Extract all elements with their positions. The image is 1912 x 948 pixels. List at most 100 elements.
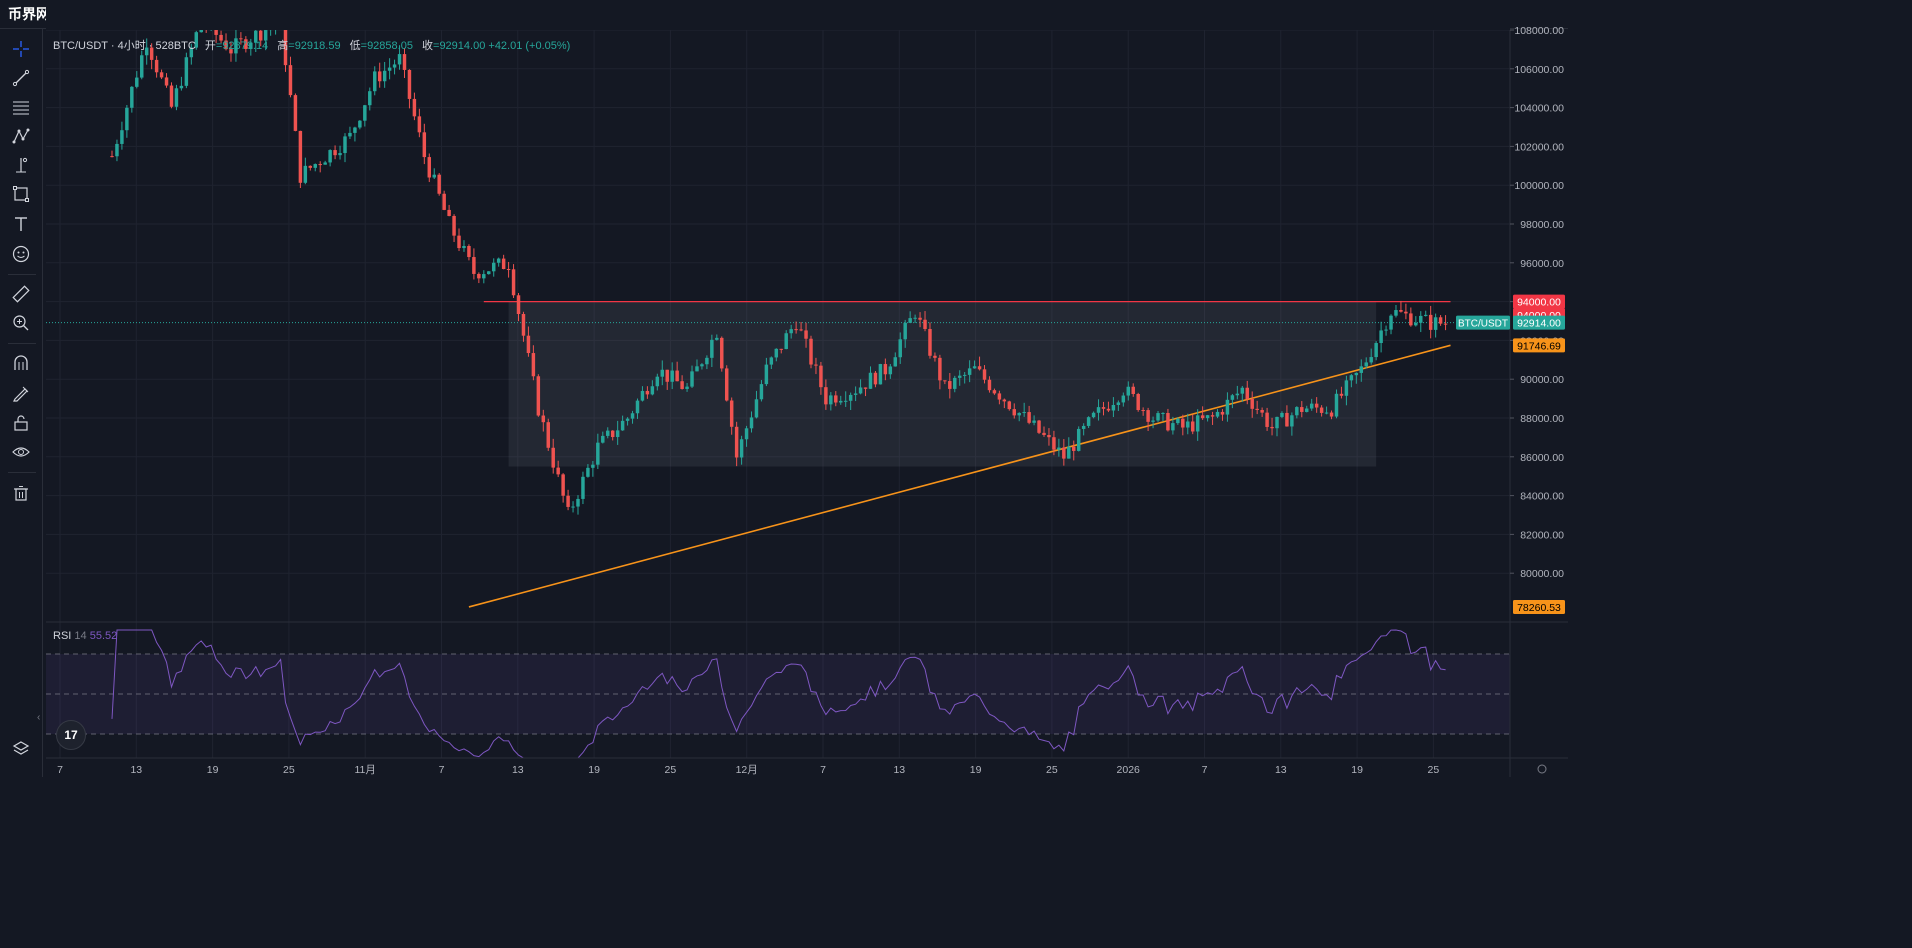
lock-draw-icon[interactable] [9, 381, 33, 405]
price-tick-label: 98000.00 [1520, 219, 1564, 231]
candle-body [754, 399, 759, 418]
candle-body [1354, 372, 1359, 376]
candle-body [457, 235, 461, 249]
candle-body [868, 372, 873, 389]
rsi-value-label-bg [1513, 675, 1547, 690]
candle-body [536, 376, 541, 416]
trend-line [468, 344, 1451, 608]
crosshair-icon[interactable] [9, 37, 33, 61]
candle-body [1314, 403, 1319, 408]
rsi-tick-label: 60.00 [1538, 669, 1564, 681]
candle-body [1067, 446, 1071, 459]
rectangle-icon[interactable] [9, 182, 33, 206]
interval-15m[interactable]: 15分钟 [284, 8, 323, 23]
interval-1d[interactable]: 1天 [422, 5, 467, 24]
drawing-toolbar [0, 29, 43, 777]
pattern-icon[interactable] [9, 124, 33, 148]
candle-body [749, 417, 754, 429]
candle-body [1032, 420, 1036, 423]
ruler-icon[interactable] [9, 282, 33, 306]
layers-icon[interactable] [9, 737, 33, 761]
candle-body [1364, 362, 1368, 367]
candle-body [933, 355, 937, 358]
interval-1h[interactable]: 1小时 [336, 8, 369, 23]
candle-body [1037, 420, 1041, 433]
settings-icon[interactable] [557, 0, 593, 28]
rsi-tick-label: 80.00 [1538, 629, 1564, 641]
measure-icon[interactable] [9, 153, 33, 177]
candle-body [863, 387, 868, 389]
candle-body [1042, 432, 1046, 436]
candle-body [373, 71, 377, 92]
indicators-button[interactable]: 指标 [472, 0, 523, 28]
symbol-selector[interactable]: BTCUSDT [59, 0, 151, 28]
brand-logo[interactable]: 币界网 [0, 0, 59, 28]
interval-4h[interactable]: 4小时 [382, 8, 415, 23]
trash-icon[interactable] [9, 481, 33, 505]
candle-body [1275, 416, 1279, 429]
candle-body [690, 371, 694, 387]
candle-body [977, 366, 982, 370]
trendline-icon[interactable] [9, 66, 33, 90]
magnet-icon[interactable] [9, 351, 33, 375]
candle-body [417, 116, 422, 133]
candle-body [1394, 310, 1398, 316]
candle-body [368, 91, 372, 106]
candle-body [1245, 387, 1249, 399]
rsi-legend[interactable]: RSI 14 55.52 [53, 630, 117, 642]
camera-icon[interactable] [522, 0, 558, 28]
price-tick-label: 102000.00 [1514, 141, 1564, 153]
unlock-icon[interactable] [9, 411, 33, 435]
price-tick-label: 104000.00 [1514, 103, 1564, 115]
candle-body [1324, 412, 1329, 414]
candle-body [759, 384, 764, 400]
candle-body [581, 476, 585, 499]
candle-body [402, 54, 407, 70]
user-icon[interactable] [592, 0, 628, 28]
price-label-bg [1513, 338, 1565, 353]
candle-body [665, 369, 669, 382]
candle-body [110, 156, 114, 158]
candle-body [620, 420, 625, 431]
price-axis-bg [1510, 30, 1568, 777]
interval-5m[interactable]: 5分钟 [238, 8, 271, 23]
candle-body [734, 426, 739, 458]
candle-body [1290, 415, 1294, 427]
candles-icon[interactable] [150, 0, 182, 28]
candle-body [1205, 415, 1210, 419]
time-tick-label: 12月 [736, 764, 758, 776]
candle-body [1096, 407, 1101, 413]
candle-body [1404, 311, 1408, 314]
candle-body [928, 328, 932, 356]
collapse-arrow-icon[interactable]: ‹ [37, 712, 41, 723]
candle-body [1309, 403, 1314, 409]
candle-body [729, 400, 734, 427]
tradingview-logo[interactable]: 17 [56, 720, 86, 750]
text-icon[interactable] [9, 212, 33, 236]
candle-body [501, 258, 506, 270]
time-tick-label: 19 [1351, 764, 1363, 776]
fib-icon[interactable] [9, 95, 33, 119]
interval-1m[interactable]: 1分钟 [192, 8, 225, 23]
zoom-icon[interactable] [9, 311, 33, 335]
candle-body [957, 375, 962, 378]
chart-grid [46, 29, 1510, 758]
candle-body [1379, 330, 1383, 344]
candle-body [1081, 425, 1086, 429]
eye-icon[interactable] [9, 440, 33, 464]
candle-body [1230, 395, 1235, 400]
candle-body [1027, 412, 1031, 423]
emoji-icon[interactable] [9, 242, 33, 266]
candle-body [1235, 393, 1240, 396]
rsi-value: 55.52 [89, 630, 118, 642]
chart-axes: 108000.00106000.00104000.00102000.001000… [46, 25, 1568, 777]
candle-body [472, 257, 476, 274]
candle-body [1399, 310, 1403, 312]
candle-body [972, 366, 977, 369]
candle-body [323, 162, 327, 165]
candle-body [779, 348, 783, 350]
chart-overlays [46, 300, 1510, 608]
axis-settings-icon [1537, 764, 1547, 774]
candle-body [293, 95, 298, 131]
